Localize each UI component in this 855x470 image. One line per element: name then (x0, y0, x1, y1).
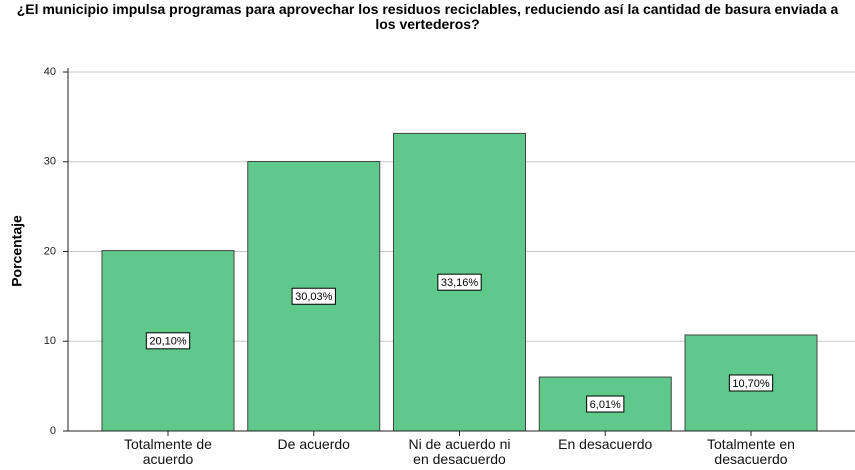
value-label: 20,10% (149, 336, 187, 348)
x-tick-label: Ni de acuerdo ni en desacuerdo (408, 436, 511, 467)
x-tick-label: De acuerdo (277, 436, 350, 452)
value-label-box (586, 395, 625, 413)
value-label-box (145, 332, 191, 350)
value-label-box (437, 273, 482, 291)
y-tick-label: 10 (44, 335, 56, 347)
y-tick-label: 40 (44, 66, 56, 78)
y-axis-label: Porcentaje (9, 215, 25, 287)
value-label: 6,01% (590, 399, 621, 411)
x-tick-label: Totalmente de acuerdo (124, 436, 212, 467)
chart-title: ¿El municipio impulsa programas para apr… (16, 1, 839, 32)
x-tick-label: En desacuerdo (558, 436, 653, 452)
value-label: 30,03% (295, 291, 333, 303)
value-label: 10,70% (732, 378, 770, 390)
value-label: 33,16% (441, 277, 479, 289)
value-label-box (728, 374, 774, 392)
y-tick-label: 30 (44, 156, 56, 168)
x-tick-label: Totalmente en desacuerdo (707, 436, 795, 467)
value-label-box (291, 287, 336, 305)
y-tick-label: 0 (50, 425, 56, 437)
y-tick-label: 20 (44, 245, 56, 257)
